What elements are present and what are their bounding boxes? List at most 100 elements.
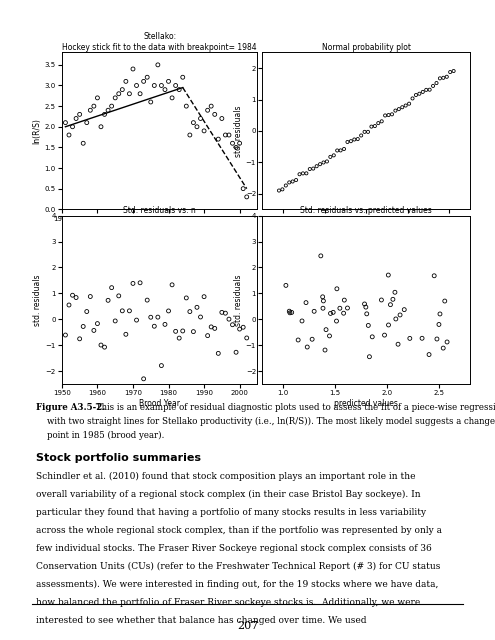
Point [436,309,444,319]
Point [221,130,229,140]
Point [406,333,414,344]
Point [76,333,84,344]
Point [341,295,348,305]
Point [133,315,141,325]
Point [350,134,358,145]
Point [203,105,211,115]
Point [200,292,208,302]
Point [392,314,400,324]
Point [436,73,444,83]
Point [441,296,449,306]
Point [154,312,162,323]
Point [72,292,80,303]
Text: how balanced the portfolio of Fraser River sockeye stocks is.  Additionally, we : how balanced the portfolio of Fraser Riv… [36,598,420,607]
Point [239,184,247,194]
Text: assessments). We were interested in finding out, for the 19 stocks where we have: assessments). We were interested in find… [36,580,438,589]
Point [320,157,328,168]
Point [389,294,397,305]
Text: particular they found that having a portfolio of many stocks results in less var: particular they found that having a port… [36,508,426,517]
Point [446,67,454,77]
Point [164,76,172,86]
Point [374,118,382,128]
Point [309,163,317,173]
Point [211,109,219,120]
Point [190,118,198,128]
Point [232,142,240,152]
X-axis label: Theoretical Quantiles: Theoretical Quantiles [325,224,407,234]
X-axis label: Brood Year: Brood Year [139,224,180,234]
Point [125,88,133,99]
Point [243,192,250,202]
Point [136,278,144,288]
Point [418,333,426,344]
Point [193,122,201,132]
Point [368,332,376,342]
Point [412,90,420,100]
Point [111,316,119,326]
Point [419,87,427,97]
Point [340,144,348,154]
Point [147,97,155,107]
Point [340,308,347,318]
Point [164,306,172,316]
Point [111,93,119,103]
Point [285,177,293,188]
Point [193,302,201,312]
Point [440,73,447,83]
Point [65,300,73,310]
X-axis label: predicted values: predicted values [334,399,398,408]
Point [218,113,226,124]
Point [225,130,233,140]
Point [313,161,321,172]
Point [207,101,215,111]
Text: Schindler et al. (2010) found that stock composition plays an important role in : Schindler et al. (2010) found that stock… [36,472,415,481]
Title: Stellako:
Hockey stick fit to the data with breakpoint= 1984: Stellako: Hockey stick fit to the data w… [62,32,257,52]
Point [326,152,334,162]
Point [143,295,151,305]
Point [435,319,443,330]
Point [430,271,438,281]
Y-axis label: std. residuals: std. residuals [234,274,243,326]
Point [203,330,211,340]
Point [182,101,190,111]
Point [292,175,300,185]
Point [243,333,250,343]
Point [391,287,399,298]
Point [381,110,389,120]
Point [147,312,155,323]
Point [182,293,190,303]
Point [354,134,362,144]
Point [150,321,158,332]
Point [402,100,410,111]
Point [286,308,294,318]
Point [378,116,386,127]
Point [72,113,80,124]
Point [157,360,165,371]
Point [306,164,314,174]
Point [408,93,416,104]
Point [143,72,151,83]
Point [381,330,389,340]
Point [425,349,433,360]
Point [303,342,311,352]
Point [433,334,441,344]
Point [347,136,355,147]
Point [140,374,148,384]
Point [285,306,293,316]
Point [179,326,187,336]
Point [161,319,169,330]
Point [115,291,123,301]
Point [333,284,341,294]
Point [371,121,379,131]
Text: point in 1985 (brood year).: point in 1985 (brood year). [36,431,164,440]
Text: This is an example of residual diagnostic plots used to assess the fit of a piec: This is an example of residual diagnosti… [93,403,495,412]
Point [367,122,375,132]
Y-axis label: std. residuals: std. residuals [34,274,43,326]
Point [83,307,91,317]
Point [86,291,94,301]
Point [330,150,338,161]
X-axis label: Brood Year: Brood Year [139,399,180,408]
Text: Stock portfolio summaries: Stock portfolio summaries [36,453,200,463]
Point [327,308,335,319]
Point [140,76,148,86]
